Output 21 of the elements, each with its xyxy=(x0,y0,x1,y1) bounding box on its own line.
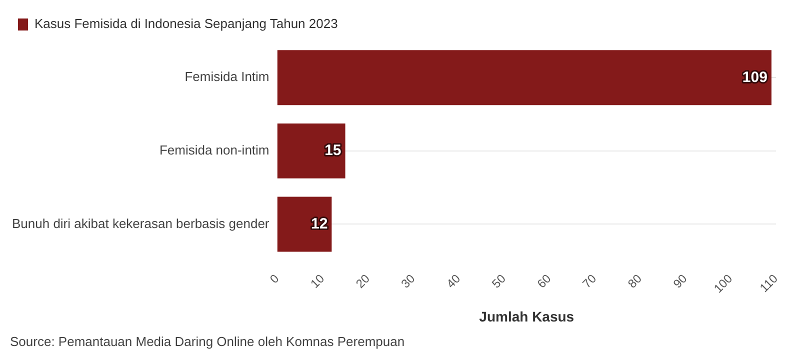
x-axis-title: Jumlah Kasus xyxy=(479,308,574,324)
x-tick-label: 80 xyxy=(625,271,645,291)
y-tick-label: Femisida Intim xyxy=(184,69,270,84)
x-tick-label: 50 xyxy=(489,271,509,291)
x-tick-label: 70 xyxy=(580,271,600,291)
source-note: Source: Pemantauan Media Daring Online oleh Komnas Perempuan xyxy=(10,334,405,349)
x-tick-label: 60 xyxy=(534,271,554,291)
x-tick-label: 0 xyxy=(267,271,282,286)
x-tick-label: 100 xyxy=(711,271,736,296)
x-tick-label: 20 xyxy=(353,271,373,291)
x-tick-label: 90 xyxy=(670,271,690,291)
x-tick-label: 110 xyxy=(757,271,781,295)
legend-label: Kasus Femisida di Indonesia Sepanjang Tahun 2023 xyxy=(34,16,338,32)
x-tick-label: 40 xyxy=(444,271,464,291)
x-tick-label: 10 xyxy=(308,271,328,291)
x-tick-label: 30 xyxy=(398,271,418,291)
y-tick-label: Bunuh diri akibat kekerasan berbasis gender xyxy=(12,216,270,231)
y-tick-label: Femisida non-intim xyxy=(159,142,270,158)
data-label: 109 xyxy=(742,68,768,86)
data-label: 12 xyxy=(310,215,328,232)
data-label: 15 xyxy=(324,142,342,160)
